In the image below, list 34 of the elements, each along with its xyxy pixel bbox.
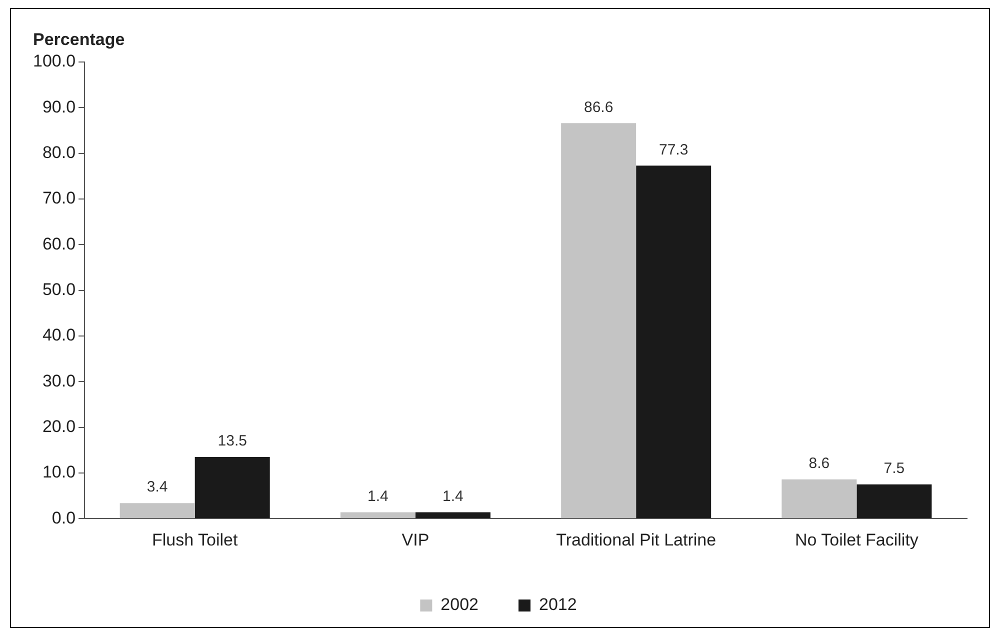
legend-label: 2002: [440, 595, 479, 614]
y-tick-label: 50.0: [42, 280, 76, 299]
data-label: 1.4: [442, 488, 464, 505]
y-tick-label: 70.0: [42, 188, 76, 208]
y-axis-title: Percentage: [33, 30, 125, 50]
y-tick-label: 30.0: [42, 371, 76, 390]
y-tick-label: 0.0: [52, 508, 76, 528]
data-label: 1.4: [368, 488, 388, 505]
x-tick-label: Traditional Pit Latrine: [556, 530, 716, 550]
bar: [782, 479, 857, 518]
x-tick-label: VIP: [402, 530, 430, 550]
y-tick-label: 40.0: [42, 326, 76, 345]
bar: [340, 512, 416, 518]
bar: [194, 456, 270, 518]
bar: [561, 123, 636, 518]
y-tick-label: 60.0: [42, 234, 76, 254]
bar: [415, 512, 490, 518]
data-label: 3.4: [146, 478, 168, 496]
y-tick-label: 90.0: [42, 97, 76, 116]
y-tick-label: 100.0: [32, 52, 76, 71]
data-label: 7.5: [884, 460, 905, 477]
bar: [636, 166, 712, 518]
x-tick-label: Flush Toilet: [152, 530, 238, 550]
bar: [856, 484, 932, 518]
y-tick-label: 20.0: [42, 416, 76, 436]
data-label: 13.5: [218, 432, 247, 450]
x-tick-label: No Toilet Facility: [794, 530, 919, 550]
y-tick-label: 10.0: [42, 462, 76, 482]
data-label: 77.3: [658, 141, 688, 158]
data-label: 86.6: [584, 98, 614, 116]
legend-label: 2012: [539, 595, 577, 614]
data-label: 8.6: [808, 454, 830, 472]
bar: [120, 503, 195, 518]
y-tick-label: 80.0: [42, 143, 76, 162]
